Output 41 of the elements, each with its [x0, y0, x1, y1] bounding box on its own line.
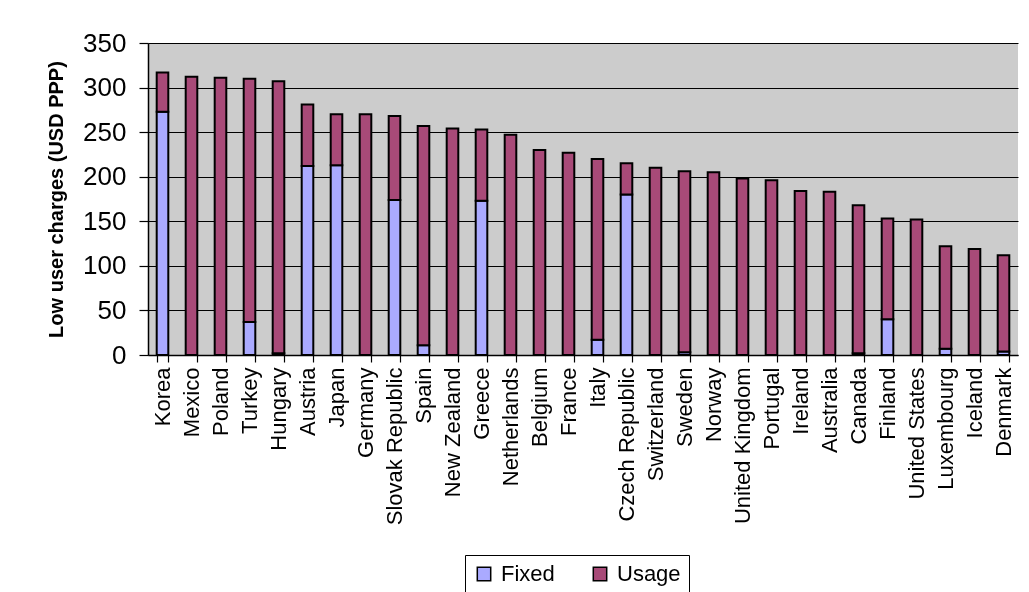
y-tick-label: 150: [83, 205, 127, 236]
x-tick-label: Austria: [295, 366, 320, 436]
x-tick-label: Italy: [585, 367, 610, 408]
legend-label: Usage: [617, 561, 681, 586]
x-tick-label: Iceland: [962, 367, 987, 439]
x-tick-label: Mexico: [179, 367, 204, 438]
x-tick-label: Belgium: [527, 367, 552, 447]
x-tick-label: Hungary: [266, 367, 291, 451]
y-tick-label: 200: [83, 161, 127, 192]
x-tick-label: Netherlands: [498, 367, 523, 487]
x-tick-label: France: [556, 367, 581, 436]
x-tick-label: Japan: [324, 367, 349, 428]
y-tick-label: 300: [83, 72, 127, 103]
x-tick-label: New Zealand: [440, 367, 465, 498]
x-tick-label: Denmark: [991, 366, 1016, 457]
x-tick-label: United States: [904, 367, 929, 500]
x-tick-label: Luxembourg: [933, 367, 958, 490]
y-tick-label: 50: [97, 294, 127, 325]
y-axis-title: Low user charges (USD PPP): [45, 61, 68, 338]
x-tick-label: Sweden: [672, 367, 697, 448]
x-tick-label: Poland: [208, 367, 233, 437]
x-tick-label: Canada: [846, 366, 871, 445]
x-tick-label: Finland: [875, 367, 900, 440]
x-tick-label: Switzerland: [643, 367, 668, 482]
y-tick-label: 250: [83, 116, 127, 147]
y-tick-label: 350: [83, 27, 127, 58]
x-tick-label: Korea: [150, 366, 175, 427]
x-tick-label: United Kingdom: [730, 367, 755, 525]
x-tick-label: Ireland: [788, 367, 813, 435]
x-tick-label: Australia: [817, 366, 842, 454]
x-tick-label: Germany: [353, 367, 378, 458]
x-tick-label: Norway: [701, 367, 726, 443]
y-tick-label: 0: [112, 339, 127, 370]
x-tick-label: Czech Republic: [614, 367, 639, 522]
x-tick-label: Portugal: [759, 367, 784, 450]
x-tick-label: Slovak Republic: [382, 367, 407, 526]
y-tick-label: 100: [83, 250, 127, 281]
legend-label: Fixed: [501, 561, 555, 586]
x-tick-label: Greece: [469, 367, 494, 440]
x-tick-label: Spain: [411, 367, 436, 424]
x-tick-label: Turkey: [237, 367, 262, 434]
